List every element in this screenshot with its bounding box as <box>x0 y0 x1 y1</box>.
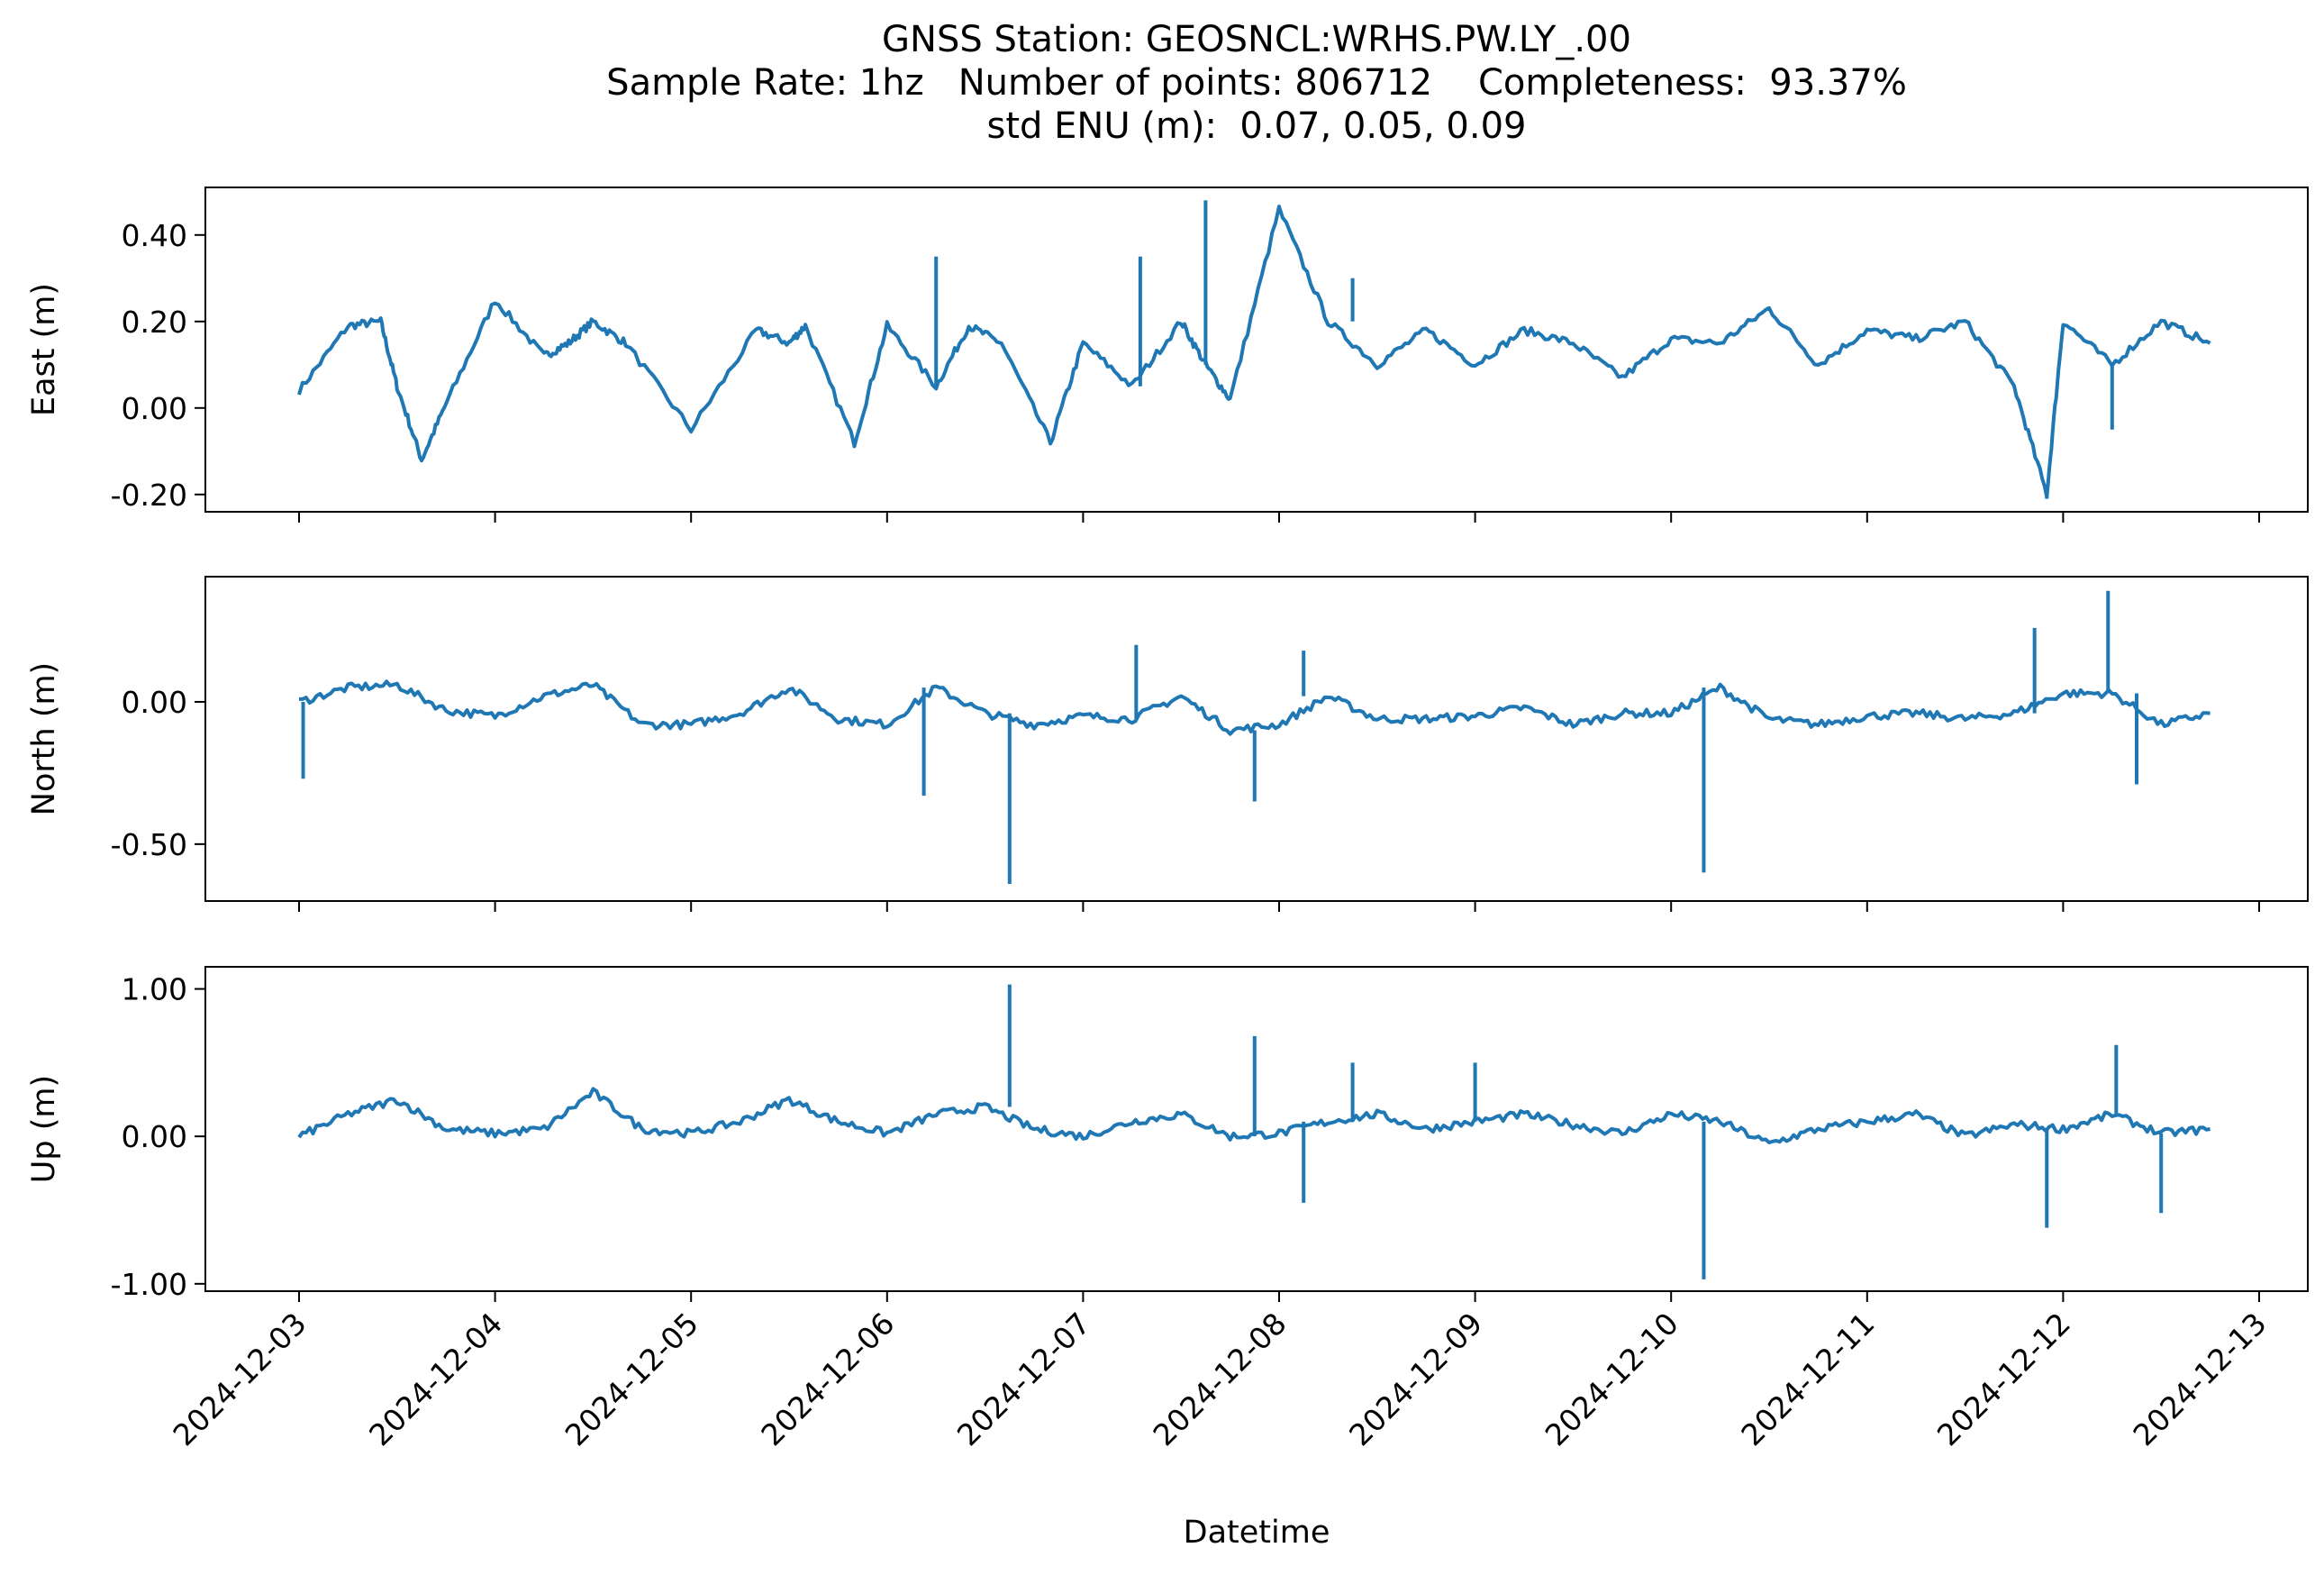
axes-frame-0 <box>204 187 2309 513</box>
series-line-1 <box>299 679 2211 736</box>
ytick-label-2-2: 1.00 <box>122 972 187 1007</box>
xtick-label-9: 2024-12-12 <box>1930 1306 2077 1452</box>
axes-frame-2 <box>204 966 2309 1292</box>
ytick-label-1-0: -0.50 <box>111 827 187 862</box>
series-line-0 <box>297 205 2211 499</box>
xtick-label-8: 2024-12-11 <box>1734 1306 1881 1452</box>
xtick-label-5: 2024-12-08 <box>1146 1306 1293 1452</box>
ylabel-2: Up (m) <box>26 1075 62 1183</box>
title-line-std: std ENU (m): 0.07, 0.05, 0.09 <box>986 105 1527 147</box>
xtick-label-6: 2024-12-09 <box>1342 1306 1489 1452</box>
ytick-label-0-1: 0.00 <box>122 391 187 426</box>
title-line-stats: Sample Rate: 1hz Number of points: 80671… <box>606 62 1907 104</box>
xtick-label-2: 2024-12-05 <box>558 1306 705 1452</box>
ytick-label-0-2: 0.20 <box>122 305 187 340</box>
xtick-label-1: 2024-12-04 <box>362 1306 509 1452</box>
ytick-label-2-1: 0.00 <box>122 1119 187 1154</box>
ytick-label-0-3: 0.40 <box>122 218 187 253</box>
xlabel: Datetime <box>1184 1515 1330 1551</box>
xtick-label-3: 2024-12-06 <box>754 1306 901 1452</box>
xtick-label-7: 2024-12-10 <box>1539 1306 1685 1452</box>
xtick-label-0: 2024-12-03 <box>166 1306 313 1452</box>
ytick-label-0-0: -0.20 <box>111 478 187 513</box>
ytick-label-1-1: 0.00 <box>122 685 187 720</box>
xtick-label-10: 2024-12-13 <box>2126 1306 2273 1452</box>
title-line-station: GNSS Station: GEOSNCL:WRHS.PW.LY_.00 <box>882 19 1631 60</box>
ylabel-1: North (m) <box>26 662 62 815</box>
chart-title: GNSS Station: GEOSNCL:WRHS.PW.LY_.00 Sam… <box>0 18 2324 148</box>
ytick-label-2-0: -1.00 <box>111 1267 187 1302</box>
ylabel-0: East (m) <box>26 283 62 416</box>
axes-frame-1 <box>204 576 2309 902</box>
xtick-label-4: 2024-12-07 <box>950 1306 1097 1452</box>
